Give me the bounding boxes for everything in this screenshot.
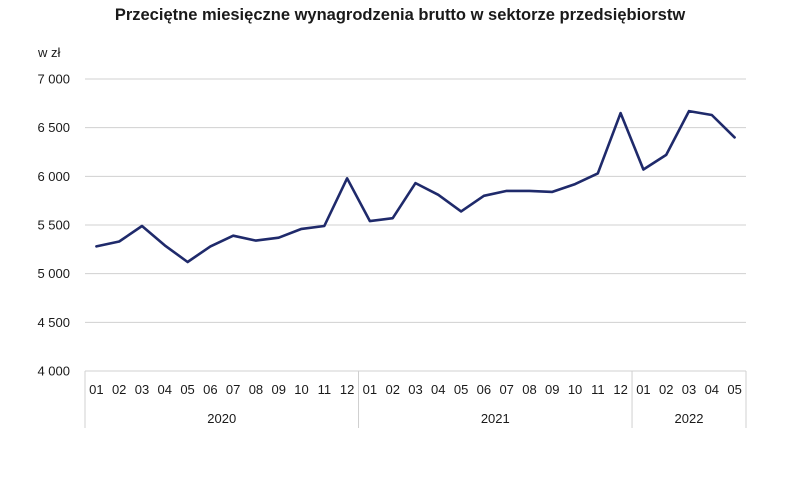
x-tick-label: 02 (385, 382, 399, 397)
series-line (95, 109, 736, 264)
x-tick-label: 02 (112, 382, 126, 397)
x-tick-label: 03 (135, 382, 149, 397)
x-tick-label: 10 (568, 382, 582, 397)
chart-title: Przeciętne miesięczne wynagrodzenia brut… (114, 6, 686, 24)
x-tick-label: 05 (727, 382, 741, 397)
y-tick-label: 6 500 (37, 120, 70, 135)
x-tick-label: 07 (499, 382, 513, 397)
x-tick-label: 05 (180, 382, 194, 397)
x-group-label: 2022 (675, 411, 704, 426)
y-tick-label: 4 000 (37, 364, 70, 379)
x-tick-label: 04 (158, 382, 172, 397)
x-tick-label: 09 (545, 382, 559, 397)
x-tick-label: 01 (636, 382, 650, 397)
x-tick-label: 04 (705, 382, 719, 397)
x-tick-label: 05 (454, 382, 468, 397)
x-tick-label: 11 (318, 382, 332, 397)
x-tick-label: 11 (591, 382, 605, 397)
x-tick-label: 10 (294, 382, 308, 397)
x-tick-label: 08 (522, 382, 536, 397)
x-tick-label: 01 (363, 382, 377, 397)
series-group (95, 109, 736, 264)
x-group-label: 2021 (481, 411, 510, 426)
x-tick-label: 12 (613, 382, 627, 397)
x-tick-label: 12 (340, 382, 354, 397)
x-tick-label: 01 (89, 382, 103, 397)
gridlines (85, 78, 746, 372)
y-tick-label: 6 000 (37, 169, 70, 184)
x-tick-label: 08 (249, 382, 263, 397)
x-tick-label: 03 (408, 382, 422, 397)
x-tick-label: 06 (203, 382, 217, 397)
x-tick-label: 02 (659, 382, 673, 397)
y-axis-label: w zł (37, 45, 61, 60)
y-axis-ticks: 4 000 4 500 5 000 5 500 6 000 6 500 7 000 (37, 72, 70, 379)
x-tick-label: 07 (226, 382, 240, 397)
x-tick-label: 09 (272, 382, 286, 397)
y-tick-label: 4 500 (37, 315, 70, 330)
x-axis: 01 02 03 04 05 06 07 08 09 10 11 12 01 02 03 04 05 06 07 08… (84, 370, 747, 428)
x-tick-label: 06 (477, 382, 491, 397)
y-tick-label: 5 000 (37, 266, 70, 281)
x-group-label: 2020 (207, 411, 236, 426)
x-tick-label: 03 (682, 382, 696, 397)
x-tick-label: 04 (431, 382, 445, 397)
y-tick-label: 7 000 (37, 72, 70, 87)
y-tick-label: 5 500 (37, 218, 70, 233)
